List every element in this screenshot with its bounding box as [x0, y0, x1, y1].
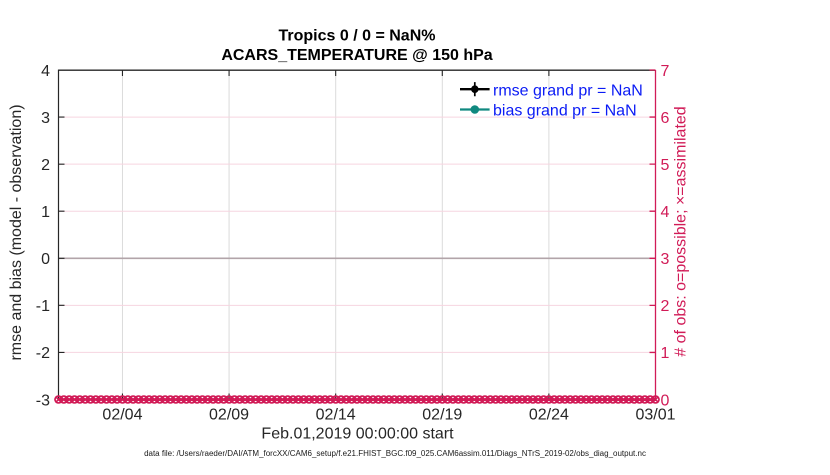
svg-text:03/01: 03/01	[635, 407, 675, 424]
svg-text:rmse and bias (model - observa: rmse and bias (model - observation)	[8, 104, 25, 360]
svg-text:2: 2	[41, 157, 50, 174]
svg-text:-3: -3	[36, 392, 50, 409]
svg-text:02/09: 02/09	[209, 407, 249, 424]
svg-text:Tropics 0 / 0 = NaN%: Tropics 0 / 0 = NaN%	[279, 28, 436, 45]
svg-text:6: 6	[661, 110, 670, 127]
svg-text:02/04: 02/04	[102, 407, 142, 424]
svg-text:-1: -1	[36, 298, 50, 315]
svg-text:5: 5	[661, 157, 670, 174]
svg-text:1: 1	[41, 204, 50, 221]
svg-text:7: 7	[661, 63, 670, 80]
svg-text:1: 1	[661, 345, 670, 362]
svg-text:3: 3	[41, 110, 50, 127]
svg-text:ACARS_TEMPERATURE @ 150 hPa: ACARS_TEMPERATURE @ 150 hPa	[221, 47, 492, 64]
svg-text:Feb.01,2019 00:00:00 start: Feb.01,2019 00:00:00 start	[261, 426, 454, 443]
svg-text:0: 0	[41, 251, 50, 268]
svg-text:data file: /Users/raeder/DAI/A: data file: /Users/raeder/DAI/ATM_forcXX/…	[144, 449, 646, 458]
svg-text:bias grand pr = NaN: bias grand pr = NaN	[493, 103, 637, 120]
svg-text:4: 4	[661, 204, 670, 221]
svg-text:4: 4	[41, 63, 50, 80]
svg-text:0: 0	[661, 392, 670, 409]
svg-text:-2: -2	[36, 345, 50, 362]
svg-text:# of obs: o=possible; ×=assimi: # of obs: o=possible; ×=assimilated	[673, 106, 690, 356]
svg-text:02/14: 02/14	[316, 407, 356, 424]
svg-text:rmse grand pr = NaN: rmse grand pr = NaN	[493, 83, 643, 100]
svg-text:02/19: 02/19	[422, 407, 462, 424]
svg-text:02/24: 02/24	[529, 407, 569, 424]
svg-text:2: 2	[661, 298, 670, 315]
svg-text:3: 3	[661, 251, 670, 268]
